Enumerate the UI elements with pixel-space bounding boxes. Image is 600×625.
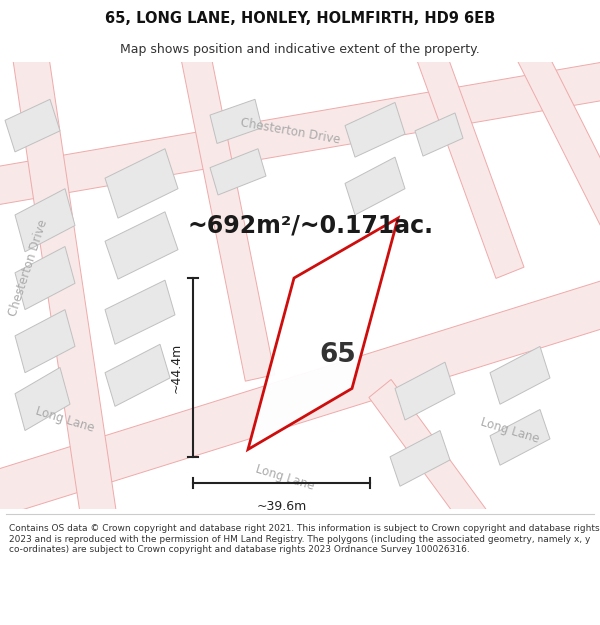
Polygon shape [15, 189, 75, 252]
Text: ~39.6m: ~39.6m [256, 500, 307, 513]
Polygon shape [416, 46, 524, 278]
Polygon shape [5, 99, 60, 152]
Polygon shape [105, 149, 178, 218]
Polygon shape [15, 309, 75, 372]
Polygon shape [395, 362, 455, 420]
Text: Long Lane: Long Lane [34, 405, 96, 435]
Polygon shape [105, 280, 175, 344]
Polygon shape [181, 49, 275, 381]
Polygon shape [15, 246, 75, 309]
Polygon shape [490, 409, 550, 465]
Polygon shape [415, 113, 463, 156]
Polygon shape [0, 277, 600, 521]
Polygon shape [105, 344, 170, 406]
Text: Map shows position and indicative extent of the property.: Map shows position and indicative extent… [120, 44, 480, 56]
Polygon shape [210, 149, 266, 195]
Polygon shape [345, 157, 405, 215]
Text: Long Lane: Long Lane [254, 462, 316, 493]
Polygon shape [517, 44, 600, 238]
Text: Chesterton Drive: Chesterton Drive [239, 116, 341, 146]
Polygon shape [345, 102, 405, 157]
Polygon shape [490, 346, 550, 404]
Text: 65: 65 [320, 341, 356, 367]
Polygon shape [210, 99, 262, 144]
Text: Chesterton Drive: Chesterton Drive [6, 217, 50, 318]
Polygon shape [390, 431, 450, 486]
Text: ~692m²/~0.171ac.: ~692m²/~0.171ac. [187, 214, 433, 238]
Polygon shape [0, 59, 600, 208]
Text: ~44.4m: ~44.4m [170, 342, 183, 392]
Polygon shape [248, 218, 398, 449]
Text: Contains OS data © Crown copyright and database right 2021. This information is : Contains OS data © Crown copyright and d… [9, 524, 599, 554]
Text: Long Lane: Long Lane [479, 416, 541, 446]
Polygon shape [105, 212, 178, 279]
Polygon shape [12, 49, 118, 528]
Polygon shape [15, 368, 70, 431]
Text: 65, LONG LANE, HONLEY, HOLMFIRTH, HD9 6EB: 65, LONG LANE, HONLEY, HOLMFIRTH, HD9 6E… [105, 11, 495, 26]
Polygon shape [369, 379, 491, 534]
